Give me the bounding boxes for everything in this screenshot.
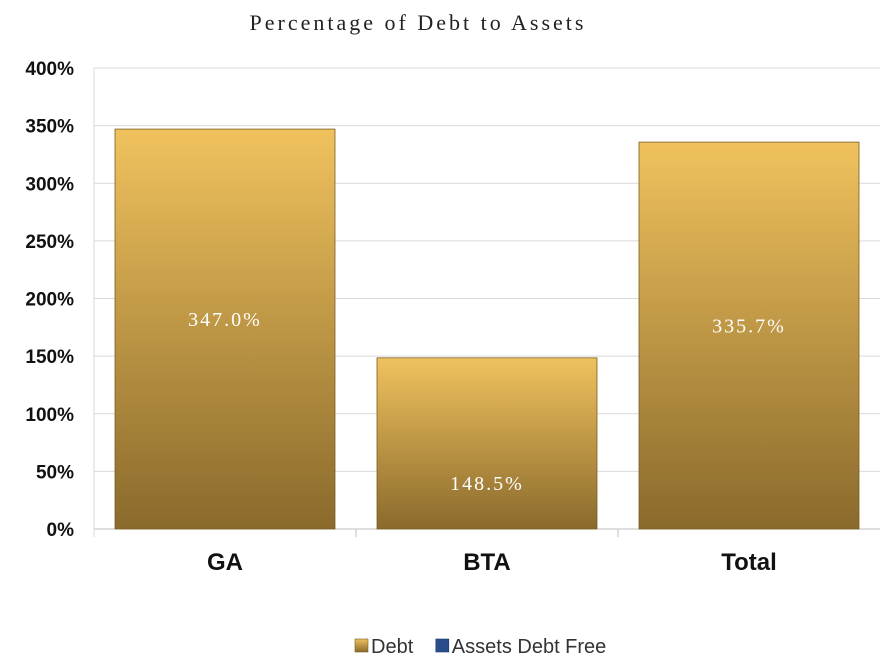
chart-title: Percentage of Debt to Assets bbox=[250, 10, 587, 35]
legend: Debt Assets Debt Free bbox=[354, 636, 607, 658]
y-tick-label: 350% bbox=[25, 117, 74, 138]
y-tick-label: 400% bbox=[25, 59, 74, 80]
legend-label: Assets Debt Free bbox=[452, 636, 607, 658]
bar-total bbox=[638, 141, 860, 530]
y-tick-label: 0% bbox=[47, 520, 75, 541]
axes: 0% 50% 100% 150% 200% 250% 300% 350% 400% GA BTA To… bbox=[25, 59, 880, 576]
bar-bta bbox=[376, 357, 598, 530]
bar-ga bbox=[114, 128, 336, 530]
bars bbox=[114, 128, 860, 530]
x-tick-label: GA bbox=[207, 549, 243, 576]
x-tick-label: BTA bbox=[463, 549, 511, 576]
y-tick-label: 250% bbox=[25, 232, 74, 253]
legend-swatch bbox=[354, 638, 369, 653]
y-tick-label: 50% bbox=[36, 462, 74, 483]
legend-swatch bbox=[435, 638, 450, 653]
y-tick-label: 100% bbox=[25, 405, 74, 426]
y-tick-label: 200% bbox=[25, 290, 74, 311]
legend-label: Debt bbox=[371, 636, 414, 658]
data-labels: 347.0% 148.5% 335.7% bbox=[188, 309, 786, 495]
y-tick-label: 300% bbox=[25, 174, 74, 195]
data-label: 335.7% bbox=[712, 316, 786, 338]
data-label: 347.0% bbox=[188, 309, 262, 331]
data-label: 148.5% bbox=[450, 473, 524, 495]
x-tick-label: Total bbox=[721, 549, 777, 576]
y-tick-label: 150% bbox=[25, 347, 74, 368]
